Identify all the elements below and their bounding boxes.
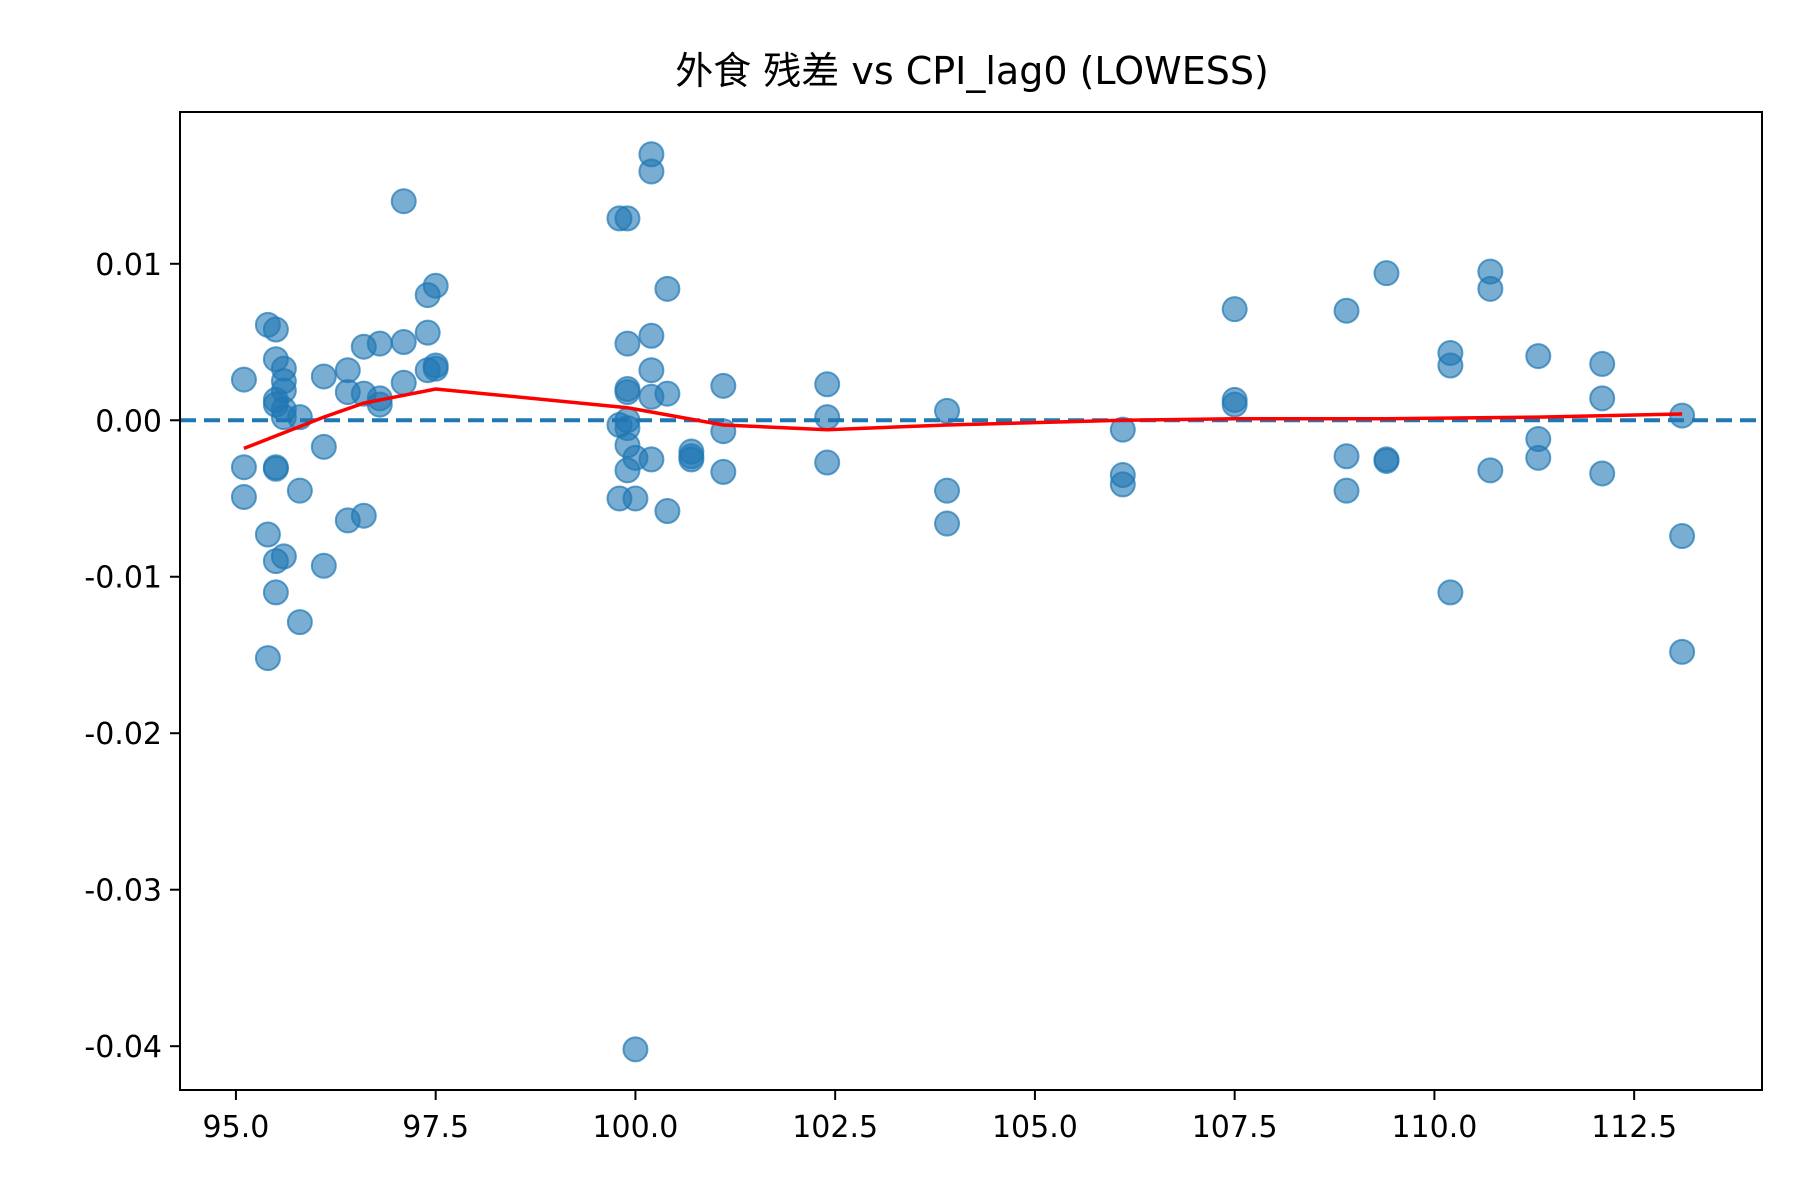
scatter-point	[414, 319, 441, 346]
scatter-point	[1333, 477, 1360, 504]
scatter-point	[1109, 471, 1136, 498]
scatter-point	[934, 510, 961, 537]
scatter-point	[1525, 343, 1552, 370]
y-tick-label: -0.01	[84, 561, 162, 596]
scatter-point	[710, 458, 737, 485]
scatter-point	[934, 397, 961, 424]
scatter-point	[1437, 579, 1464, 606]
scatter-point	[654, 275, 681, 302]
scatter-point	[814, 404, 841, 431]
scatter-point	[638, 357, 665, 384]
scatter-point	[254, 521, 281, 548]
scatter-point	[1373, 447, 1400, 474]
scatter-point	[814, 449, 841, 476]
scatter-point	[1477, 457, 1504, 484]
scatter-point	[1333, 443, 1360, 470]
x-tick-label: 95.0	[203, 1110, 270, 1145]
scatter-point	[422, 355, 449, 382]
scatter-point	[286, 609, 313, 636]
scatter-point	[614, 330, 641, 357]
y-tick-label: 0.01	[95, 248, 162, 283]
scatter-point	[638, 322, 665, 349]
scatter-point	[1669, 638, 1696, 665]
scatter-point	[1589, 350, 1616, 377]
lowess-line	[243, 387, 1683, 451]
scatter-point	[710, 372, 737, 399]
scatter-point	[1373, 260, 1400, 287]
scatter-point	[654, 380, 681, 407]
scatter-point	[1437, 352, 1464, 379]
plot-area	[180, 141, 1762, 1063]
x-tick-label: 100.0	[592, 1110, 678, 1145]
scatter-point	[366, 391, 393, 418]
y-tick-label: -0.02	[84, 717, 162, 752]
scatter-point	[1221, 296, 1248, 323]
scatter-point	[1109, 416, 1136, 443]
scatter-point	[310, 433, 337, 460]
scatter-point	[334, 357, 361, 384]
scatter-point	[678, 446, 705, 473]
scatter-point	[814, 371, 841, 398]
scatter-point	[1477, 275, 1504, 302]
x-tick-label: 102.5	[792, 1110, 878, 1145]
plot-frame	[179, 111, 1763, 1091]
scatter-point	[1589, 385, 1616, 412]
scatter-point	[310, 363, 337, 390]
scatter-point	[638, 158, 665, 185]
scatter-point	[934, 477, 961, 504]
scatter-point	[254, 645, 281, 672]
scatter-point	[1669, 523, 1696, 550]
scatter-point	[422, 272, 449, 299]
scatter-point	[262, 455, 289, 482]
y-tick-label: -0.03	[84, 874, 162, 909]
scatter-point	[1525, 444, 1552, 471]
scatter-point	[622, 485, 649, 512]
scatter-point	[638, 446, 665, 473]
scatter-point	[1333, 297, 1360, 324]
scatter-point	[262, 579, 289, 606]
scatter-point	[1221, 391, 1248, 418]
scatter-point	[366, 330, 393, 357]
scatter-point	[390, 369, 417, 396]
scatter-point	[350, 502, 377, 529]
y-axis: 0.01 0.00 -0.01 -0.02 -0.03 -0.04	[84, 248, 180, 1065]
scatter-point	[622, 1036, 649, 1063]
scatter-point	[262, 316, 289, 343]
scatter-point	[286, 477, 313, 504]
scatter-point	[614, 379, 641, 406]
scatter-point	[390, 188, 417, 215]
y-tick-label: 0.00	[95, 404, 162, 439]
x-tick-label: 105.0	[992, 1110, 1078, 1145]
scatter-point	[230, 366, 257, 393]
scatter-point	[310, 552, 337, 579]
scatter-point	[1589, 460, 1616, 487]
scatter-point	[230, 454, 257, 481]
scatter-point	[270, 543, 297, 570]
x-tick-label: 107.5	[1192, 1110, 1278, 1145]
x-axis: 95.0 97.5 100.0 102.5 105.0 107.5 110.0 112.5	[203, 1090, 1677, 1145]
scatter-point	[390, 329, 417, 356]
x-tick-label: 110.0	[1391, 1110, 1477, 1145]
scatter-point	[654, 498, 681, 525]
scatter-point	[230, 483, 257, 510]
scatter-point	[614, 205, 641, 232]
y-tick-label: -0.04	[84, 1030, 162, 1065]
x-tick-label: 112.5	[1591, 1110, 1677, 1145]
chart-title: 外食 残差 vs CPI_lag0 (LOWESS)	[675, 49, 1269, 93]
x-tick-label: 97.5	[402, 1110, 469, 1145]
